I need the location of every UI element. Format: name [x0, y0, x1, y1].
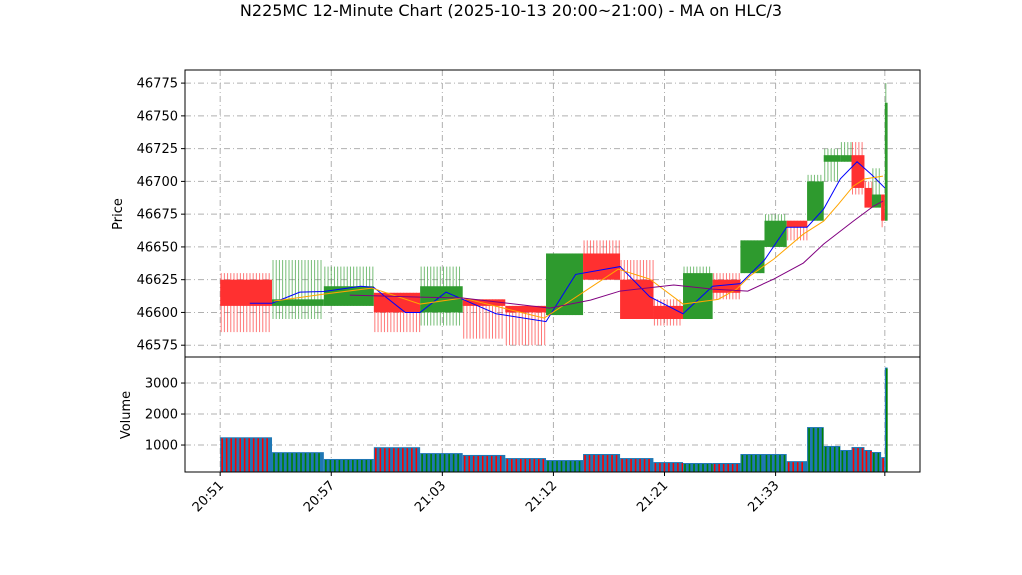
candle-body: [373, 292, 421, 313]
ma-line-ma-mid: [273, 175, 884, 319]
candle-body: [851, 155, 865, 188]
price-tick-label: 46750: [137, 109, 178, 124]
candle-body: [864, 187, 872, 208]
candles: [220, 83, 888, 346]
price-tick-label: 46700: [137, 175, 178, 190]
candle-body: [583, 253, 621, 280]
candle-body: [683, 273, 713, 319]
price-axis-label: Price: [111, 198, 126, 230]
ma-line-ma-long: [349, 200, 884, 309]
candle-body: [807, 181, 824, 221]
volume-tick-label: 1000: [145, 439, 178, 454]
price-tick-label: 46725: [137, 142, 178, 157]
price-tick-label: 46775: [137, 77, 178, 92]
chart-title: N225MC 12-Minute Chart (2025-10-13 20:00…: [240, 1, 782, 20]
candle-body: [546, 253, 584, 316]
volume-bar: [786, 461, 808, 472]
candle-body: [786, 220, 808, 228]
candle-body: [653, 305, 684, 319]
volume-tick-label: 3000: [145, 377, 178, 392]
grid: [185, 70, 920, 472]
candle-body: [881, 194, 885, 221]
candle-body: [220, 279, 273, 306]
price-tick-label: 46675: [137, 208, 178, 223]
volume-bar: [823, 445, 841, 472]
time-tick-label: 21:03: [412, 478, 449, 515]
candle-body: [764, 220, 787, 247]
price-tick-label: 46575: [137, 339, 178, 354]
candle-body: [462, 299, 506, 306]
candle-body: [884, 102, 888, 221]
volume-bars: [220, 367, 888, 472]
candle-body: [823, 155, 841, 162]
volume-axis-label: Volume: [119, 391, 134, 439]
candle-body: [323, 286, 374, 306]
volume-tick-label: 2000: [145, 408, 178, 423]
volume-bar: [546, 460, 584, 472]
price-tick-label: 46625: [137, 273, 178, 288]
ma-line-ma-short: [249, 161, 886, 323]
candle-body: [871, 194, 882, 208]
volume-bar: [272, 452, 324, 472]
candle-body: [505, 305, 547, 313]
volume-bar: [871, 452, 882, 472]
price-tick-label: 46600: [137, 306, 178, 321]
volume-bar: [807, 427, 824, 472]
time-tick-label: 21:12: [523, 478, 560, 515]
time-tick-label: 21:33: [745, 478, 782, 515]
time-tick-label: 20:51: [190, 478, 227, 515]
candle-body: [840, 155, 852, 162]
candle-body: [272, 299, 324, 306]
moving-averages: [249, 161, 886, 323]
volume-bar: [864, 449, 872, 472]
volume-bar: [840, 449, 852, 472]
volume-bar: [220, 437, 273, 472]
volume-bar: [583, 454, 621, 472]
volume-bar: [712, 463, 741, 472]
candle-body: [620, 279, 654, 319]
price-tick-label: 46650: [137, 240, 178, 255]
time-tick-label: 21:21: [634, 478, 671, 515]
time-tick-label: 20:57: [301, 478, 338, 515]
candle-body: [740, 240, 765, 274]
